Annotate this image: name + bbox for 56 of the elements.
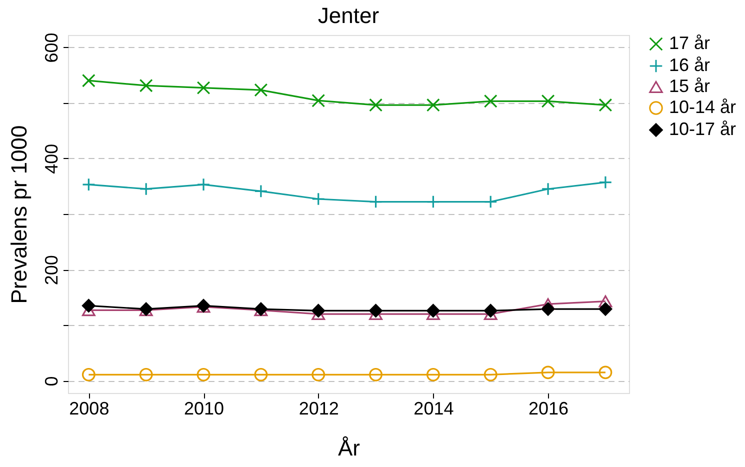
point	[82, 368, 96, 382]
legend-label: 17 år	[669, 33, 710, 53]
legend-label: 15 år	[669, 76, 710, 96]
point	[369, 368, 382, 382]
point	[82, 299, 96, 312]
point	[484, 195, 498, 208]
point	[426, 195, 440, 208]
point	[484, 304, 498, 318]
legend-label: 10-14 år	[669, 97, 736, 117]
point	[139, 182, 153, 196]
y-tick-label: 600	[42, 32, 62, 63]
point	[541, 302, 555, 316]
point	[312, 94, 326, 108]
point	[254, 83, 268, 97]
point	[369, 304, 382, 318]
point	[426, 368, 440, 382]
y-axis-title: Prevalens pr 1000	[6, 125, 32, 304]
point	[139, 368, 153, 382]
y-tick-label: 200	[42, 255, 62, 286]
point	[598, 98, 612, 112]
point	[598, 176, 612, 190]
point	[541, 182, 555, 196]
point	[541, 366, 555, 380]
legend-label: 16 år	[669, 55, 710, 75]
point	[312, 304, 326, 318]
x-axis-title: År	[338, 436, 360, 460]
point	[196, 178, 210, 192]
point	[312, 192, 326, 206]
point	[484, 368, 498, 382]
point	[369, 98, 382, 112]
legend-label: 10-17 år	[669, 119, 736, 139]
point	[598, 295, 612, 308]
point	[484, 94, 498, 108]
x-tick-label: 2012	[298, 398, 339, 418]
point	[369, 195, 382, 208]
point	[196, 368, 210, 382]
point	[541, 298, 555, 310]
x-tick-label: 2010	[184, 398, 224, 418]
chart-title: Jenter	[318, 3, 380, 28]
point	[598, 366, 612, 380]
point	[312, 368, 326, 382]
point	[426, 304, 440, 318]
y-tick-label: 0	[42, 376, 62, 386]
x-tick-label: 2014	[414, 398, 454, 418]
point	[426, 98, 440, 112]
y-tick-label: 400	[42, 144, 62, 174]
x-tick-label: 2016	[528, 398, 569, 418]
point	[254, 368, 268, 382]
point	[598, 302, 612, 316]
point	[139, 78, 153, 92]
x-tick-label: 2008	[69, 398, 110, 418]
point	[196, 81, 210, 95]
point	[541, 94, 555, 108]
point	[82, 178, 96, 192]
point	[82, 74, 96, 88]
point	[254, 184, 268, 198]
